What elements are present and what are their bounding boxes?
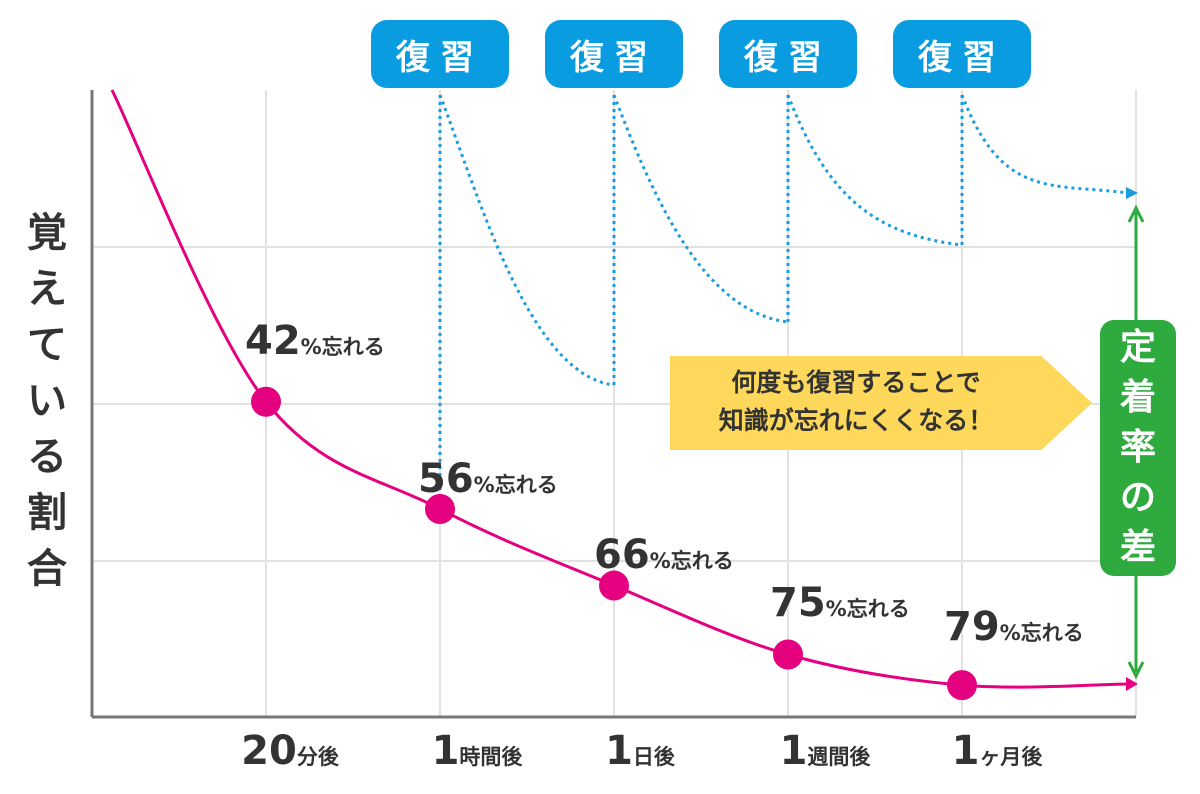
review-curve — [960, 94, 1129, 195]
data-point — [773, 639, 803, 670]
difference-arrow-top — [1127, 204, 1145, 223]
data-point — [251, 386, 281, 417]
data-label: 75%忘れる — [770, 580, 910, 626]
data-point — [947, 670, 977, 701]
x-tick-label: 1日後 — [605, 728, 675, 774]
review-curve — [438, 94, 615, 387]
review-label-4: 復習 — [893, 20, 1031, 88]
data-label: 66%忘れる — [594, 532, 734, 578]
annotation-text: 何度も復習することで 知識が忘れにくくなる！ — [718, 368, 994, 435]
x-tick-label: 1ヶ月後 — [951, 728, 1043, 774]
y-axis-label: 覚えている割合 — [27, 210, 67, 592]
review-label-1: 復習 — [371, 20, 509, 88]
difference-label: 定着率の差 — [1100, 320, 1176, 576]
x-tick-label: 20分後 — [241, 728, 339, 774]
data-point — [599, 570, 629, 601]
data-label: 42%忘れる — [245, 318, 385, 364]
annotation-banner — [670, 356, 1092, 450]
x-tick-label: 1週間後 — [779, 728, 871, 774]
review-label-3: 復習 — [719, 20, 857, 88]
data-point — [425, 493, 455, 524]
data-label: 79%忘れる — [944, 604, 1084, 650]
x-tick-label: 1時間後 — [431, 728, 523, 774]
review-curve — [786, 94, 963, 247]
data-label: 56%忘れる — [418, 456, 558, 502]
review-label-2: 復習 — [545, 20, 683, 88]
difference-arrow-bottom — [1127, 661, 1145, 680]
curve-arrowhead — [1126, 677, 1138, 691]
review-curve — [612, 94, 789, 324]
review-arrowhead — [1126, 187, 1138, 199]
